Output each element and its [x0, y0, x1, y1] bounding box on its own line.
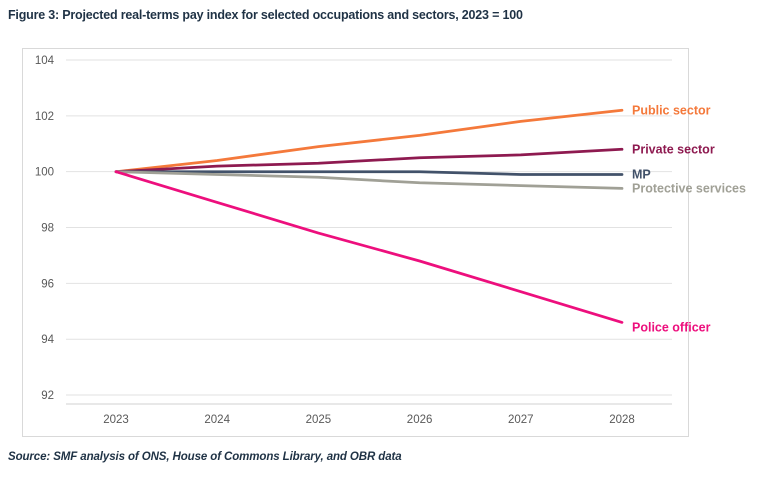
series-label-mp: MP [632, 167, 651, 181]
series-line-police-officer [114, 170, 624, 324]
y-tick-label-94: 94 [41, 334, 54, 346]
series-line-private-sector [114, 147, 624, 174]
y-tick-label-96: 96 [41, 278, 54, 290]
series-label-protective-services: Protective services [632, 181, 746, 195]
series-label-police-officer: Police officer [632, 320, 711, 334]
series-label-private-sector: Private sector [632, 142, 715, 156]
x-tick-label-2025: 2025 [306, 414, 332, 426]
x-tick-label-2027: 2027 [508, 414, 534, 426]
series-line-protective-services [114, 170, 624, 190]
source-note: Source: SMF analysis of ONS, House of Co… [8, 451, 402, 463]
y-tick-label-102: 102 [35, 111, 54, 123]
chart-title: Figure 3: Projected real-terms pay index… [8, 8, 523, 22]
series-line-mp [114, 170, 624, 176]
x-tick-label-2024: 2024 [204, 414, 230, 426]
y-tick-label-104: 104 [35, 55, 55, 67]
x-tick-label-2023: 2023 [103, 414, 129, 426]
chart-container: 104 102 100 98 96 94 92 2023 2024 2025 2026 2027 202… [22, 48, 746, 437]
series-line-public-sector [114, 108, 624, 174]
series-label-public-sector: Public sector [632, 103, 711, 117]
plot-svg: 104 102 100 98 96 94 92 2023 2024 2025 2026 2027 202… [35, 55, 746, 426]
y-tick-label-92: 92 [41, 390, 54, 402]
x-tick-label-2028: 2028 [609, 414, 635, 426]
x-tick-label-2026: 2026 [407, 414, 433, 426]
y-tick-label-100: 100 [35, 167, 54, 179]
y-tick-label-98: 98 [41, 223, 54, 235]
